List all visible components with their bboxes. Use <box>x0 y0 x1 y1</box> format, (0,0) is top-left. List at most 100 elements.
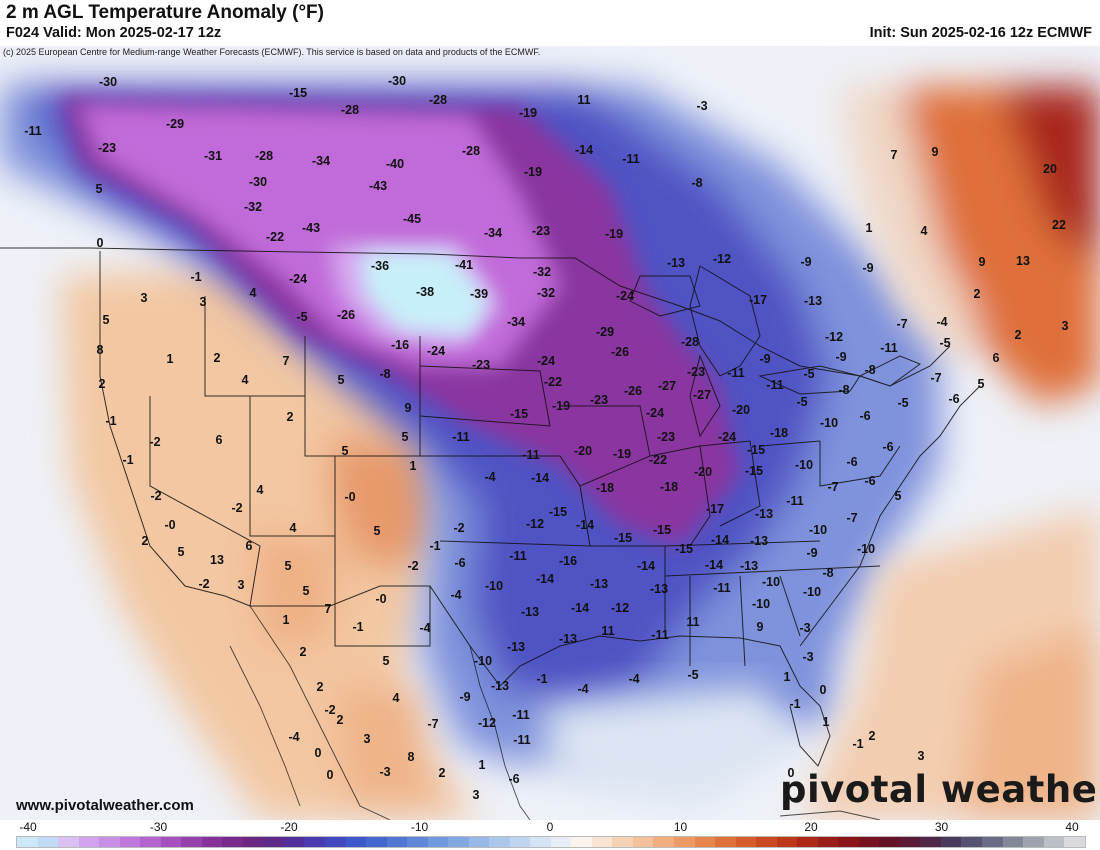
anomaly-value-label: -19 <box>523 165 543 179</box>
anomaly-value-label: -6 <box>864 474 876 488</box>
color-scale-swatch <box>961 837 982 847</box>
anomaly-value-label: -13 <box>666 256 686 270</box>
anomaly-value-label: -14 <box>535 572 555 586</box>
anomaly-value-label: 0 <box>96 236 104 250</box>
anomaly-value-label: 9 <box>756 620 764 634</box>
anomaly-value-label: -29 <box>165 117 185 131</box>
model-init-time: Init: Sun 2025-02-16 12z ECMWF <box>869 25 1092 41</box>
anomaly-value-label: -10 <box>484 579 504 593</box>
anomaly-value-label: -8 <box>691 176 703 190</box>
anomaly-value-label: -1 <box>789 697 801 711</box>
color-scale-swatch <box>674 837 695 847</box>
anomaly-value-label: 5 <box>382 654 390 668</box>
anomaly-value-label: -7 <box>930 371 942 385</box>
color-scale-tick-label: -10 <box>410 820 429 834</box>
anomaly-value-label: -14 <box>574 143 594 157</box>
anomaly-value-label: -1 <box>190 270 202 284</box>
color-scale-tick-label: 30 <box>934 820 949 834</box>
anomaly-value-label: 5 <box>284 559 292 573</box>
map-header: 2 m AGL Temperature Anomaly (°F) F024 Va… <box>0 0 1100 46</box>
anomaly-value-label: -26 <box>336 308 356 322</box>
color-scale-swatch <box>838 837 859 847</box>
color-scale-swatch <box>591 837 613 847</box>
anomaly-value-label: 2 <box>438 766 446 780</box>
anomaly-value-label: -13 <box>739 559 759 573</box>
color-scale-swatch <box>817 837 839 847</box>
anomaly-value-label: 1 <box>822 715 830 729</box>
anomaly-value-label: 6 <box>215 433 223 447</box>
color-scale-swatch <box>17 837 38 847</box>
color-scale-swatch <box>632 837 654 847</box>
color-scale-swatch <box>263 837 284 847</box>
anomaly-value-label: -7 <box>896 317 908 331</box>
anomaly-value-label: 0 <box>787 766 795 780</box>
color-scale-swatch <box>550 837 572 847</box>
anomaly-value-label: 11 <box>601 624 615 638</box>
anomaly-value-label: -12 <box>712 252 732 266</box>
anomaly-value-label: 5 <box>401 430 409 444</box>
anomaly-value-label: -13 <box>490 679 510 693</box>
anomaly-value-label: -11 <box>651 628 669 642</box>
color-scale-swatch <box>489 837 510 847</box>
anomaly-value-label: 6 <box>992 351 1000 365</box>
anomaly-value-label: -12 <box>610 601 630 615</box>
anomaly-value-label: -23 <box>589 393 609 407</box>
anomaly-value-label: -10 <box>819 416 839 430</box>
anomaly-value-label: -15 <box>746 443 766 457</box>
anomaly-value-label: -28 <box>461 144 481 158</box>
anomaly-value-label: 11 <box>686 615 700 629</box>
anomaly-value-label: 1 <box>478 758 486 772</box>
anomaly-value-label: -28 <box>254 149 274 163</box>
anomaly-value-label: 2 <box>286 410 294 424</box>
anomaly-value-label: -11 <box>522 448 540 462</box>
anomaly-value-label: -14 <box>575 518 595 532</box>
anomaly-value-label: -6 <box>948 392 960 406</box>
anomaly-value-label: -10 <box>751 597 771 611</box>
color-scale-swatch <box>530 837 551 847</box>
site-url[interactable]: www.pivotalweather.com <box>16 797 194 814</box>
anomaly-value-label: -8 <box>379 367 391 381</box>
anomaly-value-label: -11 <box>786 494 804 508</box>
color-scale-swatch <box>201 837 223 847</box>
anomaly-value-label: -6 <box>846 455 858 469</box>
color-scale-ticks: -40 -30 -20 -10 0 10 20 30 40 <box>0 820 1100 834</box>
anomaly-value-label: -32 <box>243 200 263 214</box>
anomaly-value-label: 0 <box>819 683 827 697</box>
anomaly-value-label: 3 <box>237 578 245 592</box>
anomaly-value-label: -7 <box>427 717 439 731</box>
anomaly-value-label: -13 <box>520 605 540 619</box>
anomaly-value-label: 2 <box>213 351 221 365</box>
anomaly-value-label: -14 <box>570 601 590 615</box>
anomaly-value-label: -13 <box>749 534 769 548</box>
anomaly-value-label: -23 <box>656 430 676 444</box>
color-scale-swatch <box>386 837 408 847</box>
anomaly-value-label: -24 <box>288 272 308 286</box>
color-scale-swatch <box>612 837 633 847</box>
anomaly-value-label: -31 <box>203 149 223 163</box>
anomaly-value-label: -28 <box>428 93 448 107</box>
anomaly-map[interactable]: (c) 2025 European Centre for Medium-rang… <box>0 46 1100 820</box>
anomaly-value-label: -28 <box>680 335 700 349</box>
anomaly-value-label: 1 <box>783 670 791 684</box>
anomaly-value-label: -13 <box>589 577 609 591</box>
anomaly-value-label: 11 <box>577 93 591 107</box>
anomaly-value-label: 5 <box>341 444 349 458</box>
anomaly-value-label: -23 <box>471 358 491 372</box>
anomaly-value-label: -1 <box>105 414 117 428</box>
color-scale-swatch <box>58 837 79 847</box>
anomaly-cold-core <box>360 251 490 336</box>
anomaly-value-label: -9 <box>806 546 818 560</box>
color-scale: -40 -30 -20 -10 0 10 20 30 40 <box>0 820 1100 850</box>
pivotal-weather-logo: pivotal weather <box>780 768 1100 811</box>
anomaly-value-label: -30 <box>387 74 407 88</box>
anomaly-value-label: 9 <box>931 145 939 159</box>
anomaly-value-label: -13 <box>754 507 774 521</box>
anomaly-value-label: -4 <box>450 588 462 602</box>
anomaly-value-label: 4 <box>289 521 297 535</box>
color-scale-swatch <box>797 837 818 847</box>
anomaly-value-label: -9 <box>759 352 771 366</box>
anomaly-value-label: -2 <box>324 703 336 717</box>
anomaly-value-label: -30 <box>98 75 118 89</box>
anomaly-value-label: -4 <box>484 470 496 484</box>
anomaly-value-label: -14 <box>636 559 656 573</box>
